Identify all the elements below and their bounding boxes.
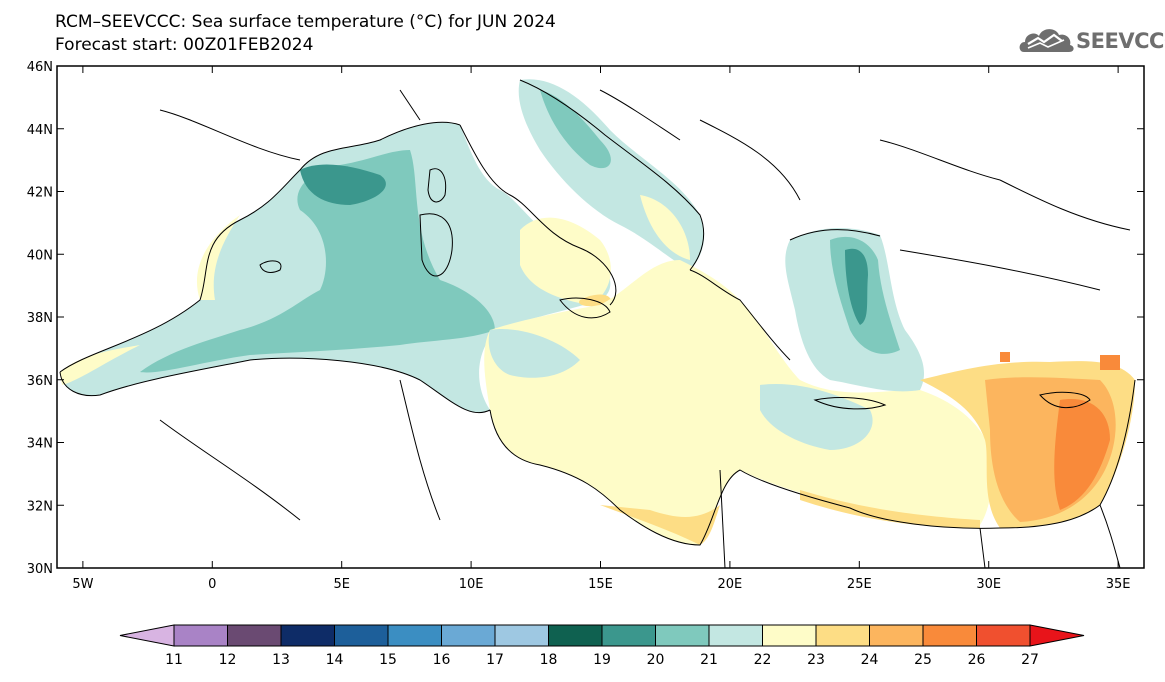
colorbar: 11 12 13 14 15 16 17 18 19 20 21 22 23 24 25 26 27: [119, 624, 1085, 668]
coastlines: [59, 79, 1136, 568]
colorbar-label: 17: [486, 652, 504, 668]
colorbar-swatch: [387, 624, 442, 647]
colorbar-label: 21: [700, 652, 718, 668]
colorbar-swatch: [708, 624, 763, 647]
colorbar-swatch: [173, 624, 228, 647]
x-axis: 5W 0 5E 10E 15E 20E 25E 30E 35E: [72, 66, 1131, 592]
colorbar-label: 18: [540, 652, 558, 668]
colorbar-label: 19: [593, 652, 611, 668]
colorbar-label: 22: [754, 652, 772, 668]
y-tick-label: 42N: [27, 186, 53, 201]
x-tick-label: 10E: [459, 577, 484, 592]
colorbar-under-arrow: [119, 624, 175, 647]
y-tick-label: 40N: [27, 248, 53, 263]
x-tick-label: 30E: [976, 577, 1001, 592]
colorbar-swatch: [227, 624, 282, 647]
colorbar-swatch: [922, 624, 977, 647]
colorbar-swatch: [815, 624, 870, 647]
colorbar-swatch: [655, 624, 710, 647]
y-tick-label: 44N: [27, 123, 53, 138]
colorbar-label: 13: [272, 652, 290, 668]
sst-region-central-med: [484, 260, 992, 545]
colorbar-label: 12: [219, 652, 237, 668]
x-tick-label: 5E: [333, 577, 350, 592]
colorbar-label: 20: [647, 652, 665, 668]
y-axis: 46N 44N 42N 40N 38N 36N 34N 32N 30N: [27, 60, 1144, 577]
colorbar-swatch: [976, 624, 1031, 647]
colorbar-label: 16: [433, 652, 451, 668]
x-tick-label: 25E: [847, 577, 872, 592]
logo-text: SEEVCCC: [1076, 29, 1165, 53]
y-tick-label: 32N: [27, 499, 53, 514]
colorbar-label: 24: [861, 652, 879, 668]
colorbar-label: 11: [165, 652, 183, 668]
colorbar-swatch: [869, 624, 924, 647]
colorbar-swatch: [441, 624, 496, 647]
colorbar-swatch: [762, 624, 817, 647]
x-tick-label: 15E: [588, 577, 613, 592]
colorbar-over-arrow: [1029, 624, 1085, 647]
y-tick-label: 46N: [27, 60, 53, 75]
map-title: RCM–SEEVCCC: Sea surface temperature (°C…: [55, 12, 556, 32]
forecast-start-subtitle: Forecast start: 00Z01FEB2024: [55, 35, 314, 55]
y-tick-label: 36N: [27, 374, 53, 389]
colorbar-swatch: [334, 624, 389, 647]
y-tick-label: 38N: [27, 311, 53, 326]
x-tick-label: 5W: [72, 577, 93, 592]
map-area: [57, 66, 1144, 568]
y-tick-label: 34N: [27, 437, 53, 452]
colorbar-swatch: [280, 624, 335, 647]
colorbar-label: 23: [807, 652, 825, 668]
colorbar-label: 14: [326, 652, 344, 668]
colorbar-label: 26: [968, 652, 986, 668]
colorbar-label: 27: [1021, 652, 1039, 668]
cloud-icon: [1019, 29, 1074, 52]
colorbar-label: 25: [914, 652, 932, 668]
x-tick-label: 0: [208, 577, 216, 592]
x-tick-label: 20E: [718, 577, 743, 592]
x-tick-label: 35E: [1106, 577, 1131, 592]
y-tick-label: 30N: [27, 562, 53, 577]
colorbar-swatch: [601, 624, 656, 647]
colorbar-swatch: [494, 624, 549, 647]
colorbar-label: 15: [379, 652, 397, 668]
colorbar-swatch: [548, 624, 603, 647]
seevccc-logo: SEEVCCC: [1018, 22, 1165, 58]
